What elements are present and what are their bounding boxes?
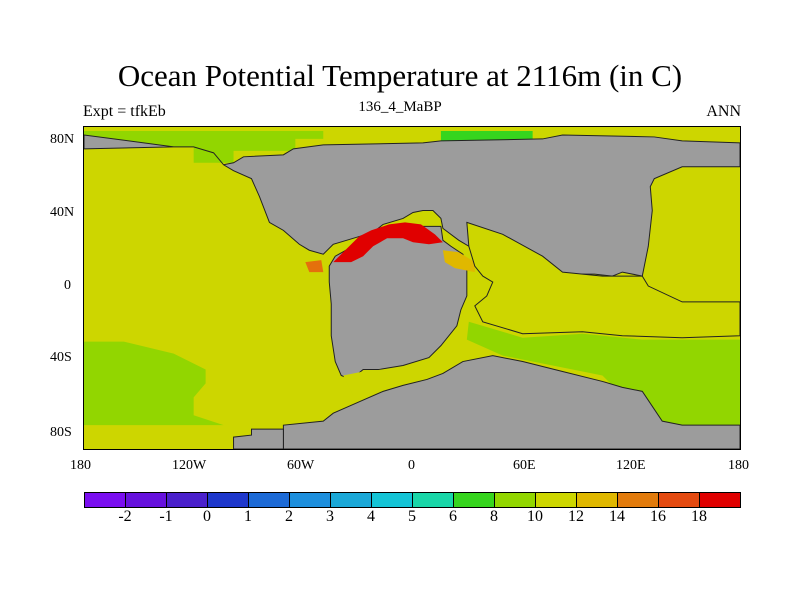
colorbar-label: 12: [568, 508, 584, 525]
lon-tick-label: 60E: [513, 458, 536, 473]
colorbar-swatch: [289, 492, 331, 508]
lon-tick-label: 180: [70, 458, 91, 473]
ocean-tethys-red: [333, 222, 443, 263]
lon-tick-label: 120W: [172, 458, 207, 473]
colorbar-label: 5: [408, 508, 416, 525]
colorbar-swatch: [453, 492, 495, 508]
colorbar-swatch: [699, 492, 741, 508]
lat-tick-label: 40S: [50, 350, 72, 365]
colorbar-label: 3: [326, 508, 334, 525]
colorbar-swatch: [494, 492, 536, 508]
temperature-map: [83, 126, 741, 450]
ocean-amber-indian: [442, 250, 475, 273]
experiment-label: Expt = tfkEb: [83, 103, 166, 120]
ocean-orange-west: [305, 260, 324, 273]
colorbar-swatch: [371, 492, 413, 508]
plot-title: Ocean Potential Temperature at 2116m (in…: [117, 58, 683, 93]
ocean-south-atlantic-yellow: [343, 361, 427, 396]
colorbar-swatch: [576, 492, 618, 508]
lon-tick-label: 180: [728, 458, 749, 473]
colorbar-label: 10: [527, 508, 543, 525]
ocean-southwest-green: [84, 341, 244, 426]
age-label: 136_4_MaBP: [358, 99, 442, 115]
colorbar-label: 4: [367, 508, 375, 525]
colorbar-swatch: [166, 492, 208, 508]
ocean-arctic-green: [84, 130, 324, 163]
land-antarctica-west: [233, 428, 284, 449]
ocean-arctic-brightgreen: [440, 130, 533, 141]
ocean-indian-yellow: [466, 221, 740, 339]
colorbar-label: 0: [203, 508, 211, 525]
colorbar-swatch: [658, 492, 700, 508]
colorbar-label: 1: [244, 508, 252, 525]
colorbar: [84, 492, 741, 508]
colorbar-swatch: [617, 492, 659, 508]
colorbar-swatch: [207, 492, 249, 508]
ocean-south-indian-green: [466, 321, 740, 426]
lat-tick-label: 0: [64, 278, 71, 293]
colorbar-labels: -2 -1 0 1 2 3 4 5 6 8 10 12 14 16 18: [84, 508, 740, 532]
colorbar-label: -1: [159, 508, 173, 525]
colorbar-swatch: [125, 492, 167, 508]
lon-tick-label: 60W: [287, 458, 315, 473]
colorbar-label: 14: [609, 508, 625, 525]
colorbar-label: 6: [449, 508, 457, 525]
lat-tick-label: 80S: [50, 425, 72, 440]
season-label: ANN: [706, 103, 741, 120]
colorbar-label: 18: [691, 508, 707, 525]
colorbar-label: 2: [285, 508, 293, 525]
colorbar-label: 8: [490, 508, 498, 525]
colorbar-swatch: [248, 492, 290, 508]
land-antarctica: [282, 355, 740, 449]
colorbar-swatch: [330, 492, 372, 508]
colorbar-label: -2: [118, 508, 132, 525]
colorbar-label: 16: [650, 508, 666, 525]
colorbar-swatch: [84, 492, 126, 508]
colorbar-swatch: [412, 492, 454, 508]
lon-tick-label: 0: [408, 458, 415, 473]
lat-tick-label: 40N: [50, 205, 75, 220]
colorbar-swatch: [535, 492, 577, 508]
lat-tick-label: 80N: [50, 132, 75, 147]
lon-tick-label: 120E: [616, 458, 646, 473]
